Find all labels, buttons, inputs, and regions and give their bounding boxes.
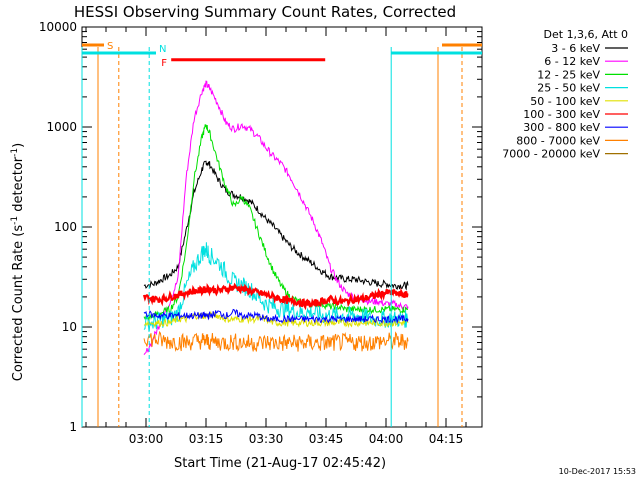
x-tick-label: 04:00	[369, 432, 404, 446]
series-line-3	[143, 242, 409, 332]
y-axis-label: Corrected Count Rate (s-1 detector-1)	[10, 143, 26, 381]
axes: 03:00 03:15 03:30 03:45 04:00 04:15 1 10 100 1000…	[39, 20, 483, 446]
legend-label: 3 - 6 keV	[551, 42, 600, 55]
series-line-7	[143, 330, 409, 353]
legend-label: 7000 - 20000 keV	[502, 148, 600, 161]
x-tick-label: 03:45	[309, 432, 344, 446]
y-tick-label: 10000	[39, 20, 77, 34]
legend-label: 50 - 100 keV	[530, 95, 600, 108]
footer-date: 10-Dec-2017 15:53	[559, 467, 636, 476]
series-line-6	[143, 308, 409, 325]
flare-flag-label: F	[161, 58, 167, 69]
x-tick-label: 03:15	[189, 432, 224, 446]
y-tick-label: 100	[54, 220, 77, 234]
legend-label: 300 - 800 keV	[523, 121, 600, 134]
x-tick-label: 03:00	[129, 432, 164, 446]
series-line-5	[142, 282, 409, 311]
y-tick-label: 1000	[46, 120, 77, 134]
legend-label: 6 - 12 keV	[544, 55, 600, 68]
plot-frame	[81, 26, 483, 428]
x-axis-label: Start Time (21-Aug-17 02:45:42)	[174, 456, 386, 471]
series-line-0	[143, 160, 409, 291]
legend-label: 800 - 7000 keV	[516, 134, 600, 147]
x-tick-label: 04:15	[429, 432, 464, 446]
series-line-1	[143, 80, 409, 355]
legend-label: 100 - 300 keV	[523, 108, 600, 121]
x-tick-label: 03:30	[249, 432, 284, 446]
legend-header: Det 1,3,6, Att 0	[544, 28, 628, 41]
chart-title: HESSI Observing Summary Count Rates, Cor…	[74, 3, 456, 21]
saa-flag-label: S	[107, 41, 113, 52]
y-tick-label: 1	[69, 420, 77, 434]
series-line-2	[143, 124, 409, 322]
legend-label: 25 - 50 keV	[537, 82, 600, 95]
plot-area	[142, 80, 409, 355]
night-flag-label: N	[159, 44, 166, 55]
legend-label: 12 - 25 keV	[537, 68, 600, 81]
observing-flags: S NF	[81, 41, 482, 427]
y-tick-label: 10	[62, 320, 77, 334]
